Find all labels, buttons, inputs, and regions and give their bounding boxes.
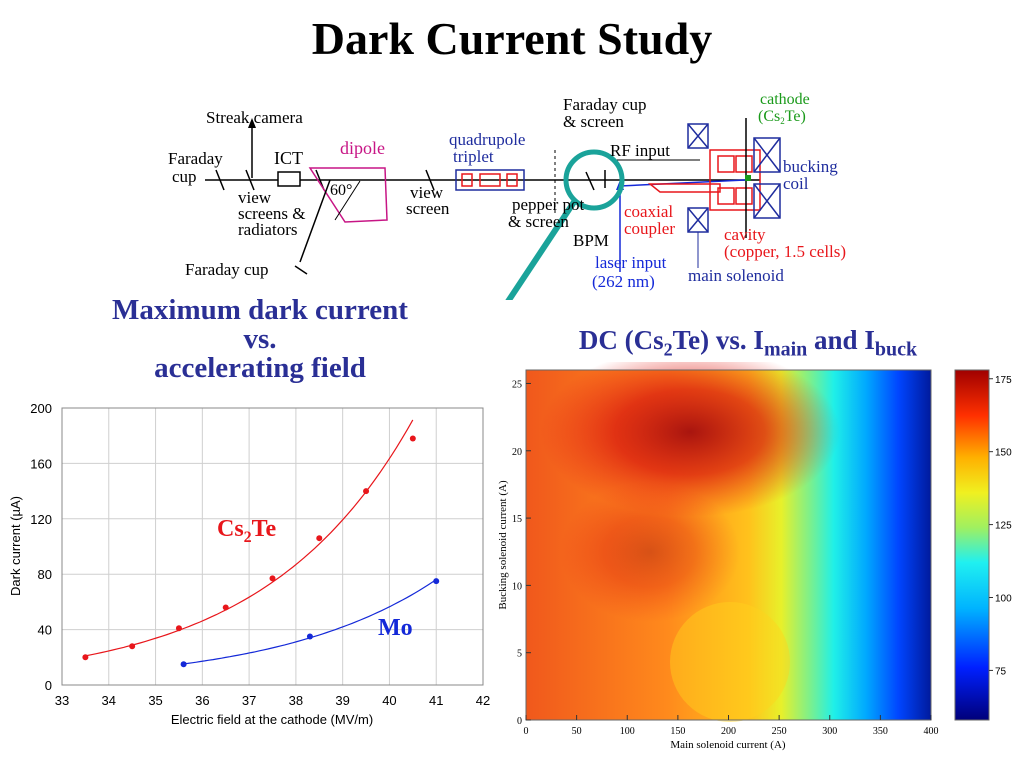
heatmap-y-tick-label: 10	[512, 581, 522, 592]
label-dipole: dipole	[340, 138, 385, 158]
label-view-screens-1: view	[238, 188, 272, 207]
label-cathode-material: (Cs2Te)	[758, 108, 806, 126]
left-heading-line2: vs.	[243, 323, 277, 355]
heatmap-y-tick-label: 5	[517, 649, 522, 660]
y-tick-label: 0	[45, 678, 52, 693]
x-tick-label: 40	[382, 693, 396, 708]
heatmap-x-tick-label: 300	[822, 726, 837, 737]
heatmap-x-tick-label: 50	[572, 726, 582, 737]
x-tick-label: 36	[195, 693, 209, 708]
y-tick-label: 200	[30, 401, 52, 416]
y-tick-label: 160	[30, 456, 52, 471]
heatmap-x-tick-label: 150	[670, 726, 685, 737]
label-cavity: cavity	[724, 225, 766, 244]
heatmap-y-tick-label: 20	[512, 447, 522, 458]
heatmap-y-tick-label: 15	[512, 514, 522, 525]
label-coil: coil	[783, 174, 809, 193]
colorbar-tick-label: 75	[995, 666, 1007, 677]
heatmap-x-tick-label: 400	[924, 726, 939, 737]
label-faraday-cup-top-2: & screen	[563, 112, 624, 131]
x-tick-label: 38	[289, 693, 303, 708]
data-point	[269, 575, 276, 582]
heatmap-x-tick-label: 350	[873, 726, 888, 737]
x-tick-label: 34	[102, 693, 116, 708]
label-faraday-cup-left: Faraday	[168, 149, 223, 168]
left-chart-heading: Maximum dark current vs. accelerating fi…	[60, 296, 460, 383]
label-main-solenoid: main solenoid	[688, 266, 784, 285]
data-point	[433, 578, 440, 585]
data-point	[82, 654, 89, 661]
data-point	[180, 661, 187, 668]
label-coupler: coupler	[624, 219, 675, 238]
label-angle: 60°	[330, 182, 352, 199]
data-point	[409, 435, 416, 442]
label-faraday-cup-top: Faraday cup	[563, 95, 647, 114]
label-quadrupole: quadrupole	[449, 130, 525, 149]
left-heading-line1: Maximum dark current	[112, 294, 408, 326]
heatmap-x-tick-label: 250	[772, 726, 787, 737]
label-rf-input: RF input	[610, 141, 670, 160]
heatmap-y-tick-label: 25	[512, 379, 522, 390]
label-ict: ICT	[274, 148, 303, 168]
heatmap-x-axis-label: Main solenoid current (A)	[670, 739, 785, 751]
label-pepper-screen: & screen	[508, 212, 569, 231]
label-view-screens-2: screens &	[238, 204, 306, 223]
label-cavity-material: (copper, 1.5 cells)	[724, 242, 846, 261]
left-heading-line3: accelerating field	[154, 352, 366, 384]
heatmap-x-tick-label: 200	[721, 726, 736, 737]
series-label-mo: Mo	[378, 615, 413, 641]
label-coaxial: coaxial	[624, 202, 673, 221]
label-triplet: triplet	[453, 147, 494, 166]
x-tick-label: 42	[476, 693, 490, 708]
data-point	[316, 535, 323, 542]
colorbar	[954, 369, 990, 721]
right-chart-heading: DC (Cs2Te) vs. Imain and Ibuck	[578, 325, 918, 361]
label-faraday-cup-bottom: Faraday cup	[185, 260, 269, 279]
label-bpm: BPM	[573, 231, 609, 250]
series-label-cs2te: Cs2Te	[217, 516, 276, 546]
heatmap-y-axis-label: Bucking solenoid current (A)	[497, 480, 509, 610]
x-tick-label: 33	[55, 693, 69, 708]
heatmap-x-tick-label: 100	[620, 726, 635, 737]
y-axis-label: Dark current (µA)	[8, 496, 23, 596]
dark-current-line-chart: 33 34 35 36 37 38 39 40 41 42 0 40 80 120 160 200 Elect…	[8, 401, 490, 727]
x-tick-label: 39	[335, 693, 349, 708]
x-tick-label: 35	[148, 693, 162, 708]
label-laser-wavelength: (262 nm)	[592, 272, 655, 291]
colorbar-tick-label: 150	[995, 448, 1012, 459]
x-tick-label: 41	[429, 693, 443, 708]
data-point	[363, 488, 370, 495]
data-point	[222, 604, 229, 611]
colorbar-tick-label: 100	[995, 594, 1012, 605]
label-view-screens-3: radiators	[238, 220, 297, 239]
data-point	[129, 643, 136, 650]
label-pepper-pot: pepper pot	[512, 195, 585, 214]
data-point	[175, 625, 182, 632]
x-tick-label: 37	[242, 693, 256, 708]
colorbar-tick-label: 175	[995, 375, 1012, 386]
heatmap-x-tick-label: 0	[524, 726, 529, 737]
y-tick-label: 40	[38, 623, 52, 638]
beamline-diagram: Streak camera Faraday cup ICT dipole 60°…	[168, 91, 846, 300]
label-cathode: cathode	[760, 91, 810, 108]
dark-current-heatmap: 0 50 100 150 200 250 300 350 400 0 5 10 15 20 25 Main …	[497, 362, 1012, 751]
label-laser-input: laser input	[595, 253, 667, 272]
y-tick-label: 120	[30, 512, 52, 527]
data-point	[306, 633, 313, 640]
label-view-screen-2: screen	[406, 199, 450, 218]
heatmap-y-tick-label: 0	[517, 716, 522, 727]
x-axis-label: Electric field at the cathode (MV/m)	[171, 712, 373, 727]
slide-title: Dark Current Study	[311, 13, 713, 64]
label-faraday-cup-left-2: cup	[172, 167, 197, 186]
colorbar-tick-label: 125	[995, 521, 1012, 532]
label-streak-camera: Streak camera	[206, 108, 303, 127]
heatmap-field	[526, 362, 931, 722]
y-tick-label: 80	[38, 567, 52, 582]
label-view-screen-1: view	[410, 183, 444, 202]
label-bucking: bucking	[783, 157, 838, 176]
series-line-0	[85, 419, 414, 657]
